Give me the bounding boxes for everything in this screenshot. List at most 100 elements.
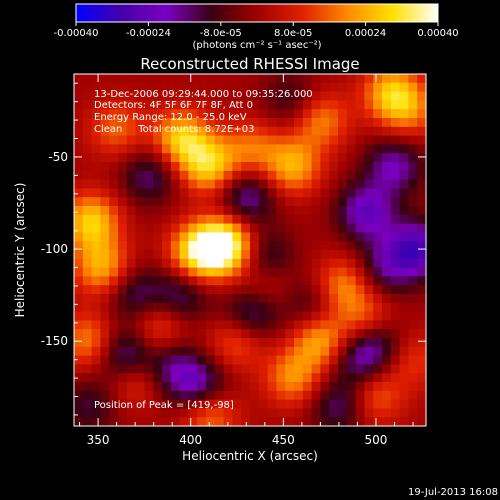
heatmap-cell	[232, 417, 242, 427]
heatmap-cell	[320, 302, 330, 313]
heatmap-cell	[135, 153, 145, 163]
heatmap-cell	[329, 197, 339, 207]
heatmap-cell	[382, 214, 392, 225]
heatmap-cell	[232, 126, 242, 137]
heatmap-cell	[320, 109, 330, 119]
heatmap-cell	[364, 135, 374, 145]
heatmap-cell	[197, 329, 207, 339]
heatmap-cell	[364, 294, 374, 304]
heatmap-cell	[382, 250, 392, 260]
heatmap-cell	[276, 346, 286, 357]
heatmap-cell	[100, 153, 110, 163]
heatmap-cell	[408, 399, 418, 409]
heatmap-cell	[329, 390, 339, 401]
heatmap-cell	[364, 74, 374, 84]
heatmap-cell	[74, 241, 84, 251]
heatmap-cell	[390, 258, 401, 269]
heatmap-cell	[206, 346, 216, 357]
heatmap-cell	[294, 390, 304, 401]
heatmap-cell	[197, 408, 207, 418]
heatmap-cell	[364, 338, 374, 348]
heatmap-cell	[338, 74, 348, 84]
heatmap-cell	[355, 179, 365, 189]
heatmap-cell	[399, 153, 409, 163]
heatmap-cell	[329, 302, 339, 313]
chart-title: Reconstructed RHESSI Image	[140, 55, 359, 73]
heatmap-cell	[197, 232, 207, 242]
heatmap-cell	[126, 82, 137, 93]
heatmap-cell	[417, 197, 427, 207]
heatmap-cell	[311, 320, 321, 330]
heatmap-cell	[118, 153, 128, 163]
heatmap-cell	[285, 329, 295, 339]
heatmap-cell	[118, 320, 128, 330]
heatmap-cell	[170, 74, 181, 84]
heatmap-cell	[118, 390, 128, 401]
heatmap-cell	[197, 206, 207, 216]
heatmap-cell	[355, 250, 365, 260]
heatmap-cell	[302, 382, 313, 392]
heatmap-cell	[250, 126, 260, 137]
heatmap-cell	[267, 188, 277, 198]
heatmap-cell	[258, 267, 269, 277]
heatmap-cell	[223, 258, 233, 269]
heatmap-cell	[258, 276, 269, 286]
heatmap-cell	[250, 258, 260, 269]
heatmap-cell	[153, 329, 163, 339]
heatmap-cell	[346, 364, 357, 374]
heatmap-cell	[241, 74, 251, 84]
heatmap-cell	[285, 179, 295, 189]
heatmap-cell	[197, 276, 207, 286]
heatmap-cell	[355, 267, 365, 277]
heatmap-cell	[276, 179, 286, 189]
heatmap-cell	[302, 390, 313, 401]
x-tick-label: 450	[272, 433, 295, 447]
heatmap-cell	[179, 214, 189, 225]
heatmap-cell	[74, 170, 84, 181]
heatmap-cell	[144, 241, 154, 251]
annotation-counts: Clean Total counts: 8.72E+03	[94, 124, 254, 135]
heatmap-cell	[82, 364, 93, 374]
heatmap-cell	[206, 135, 216, 145]
heatmap-cell	[364, 320, 374, 330]
heatmap-cell	[170, 82, 181, 93]
heatmap-cell	[135, 223, 145, 233]
heatmap-cell	[188, 197, 198, 207]
heatmap-cell	[285, 320, 295, 330]
heatmap-cell	[320, 364, 330, 374]
heatmap-cell	[118, 188, 128, 198]
heatmap-cell	[223, 223, 233, 233]
heatmap-cell	[170, 153, 181, 163]
heatmap-cell	[241, 276, 251, 286]
heatmap-cell	[179, 338, 189, 348]
heatmap-cell	[417, 144, 427, 154]
heatmap-cell	[276, 399, 286, 409]
heatmap-cell	[355, 206, 365, 216]
heatmap-cell	[373, 373, 383, 383]
heatmap-cell	[399, 100, 409, 110]
heatmap-cell	[408, 153, 418, 163]
heatmap-cell	[179, 276, 189, 286]
heatmap-cell	[329, 267, 339, 277]
heatmap-cell	[364, 144, 374, 154]
heatmap-cell	[170, 399, 181, 409]
heatmap-cell	[355, 285, 365, 295]
heatmap-cell	[258, 320, 269, 330]
heatmap-cell	[390, 399, 401, 409]
heatmap-cell	[382, 373, 392, 383]
heatmap-cell	[285, 170, 295, 181]
heatmap-cell	[320, 153, 330, 163]
heatmap-cell	[100, 100, 110, 110]
heatmap-cell	[417, 179, 427, 189]
heatmap-cell	[214, 126, 225, 137]
heatmap-cell	[82, 170, 93, 181]
heatmap-cell	[382, 258, 392, 269]
heatmap-cell	[162, 390, 172, 401]
heatmap-cell	[311, 179, 321, 189]
heatmap-cell	[109, 118, 119, 128]
heatmap-cell	[258, 346, 269, 357]
heatmap-cell	[188, 100, 198, 110]
heatmap-cell	[206, 329, 216, 339]
heatmap-cell	[74, 232, 84, 242]
heatmap-cell	[126, 170, 137, 181]
